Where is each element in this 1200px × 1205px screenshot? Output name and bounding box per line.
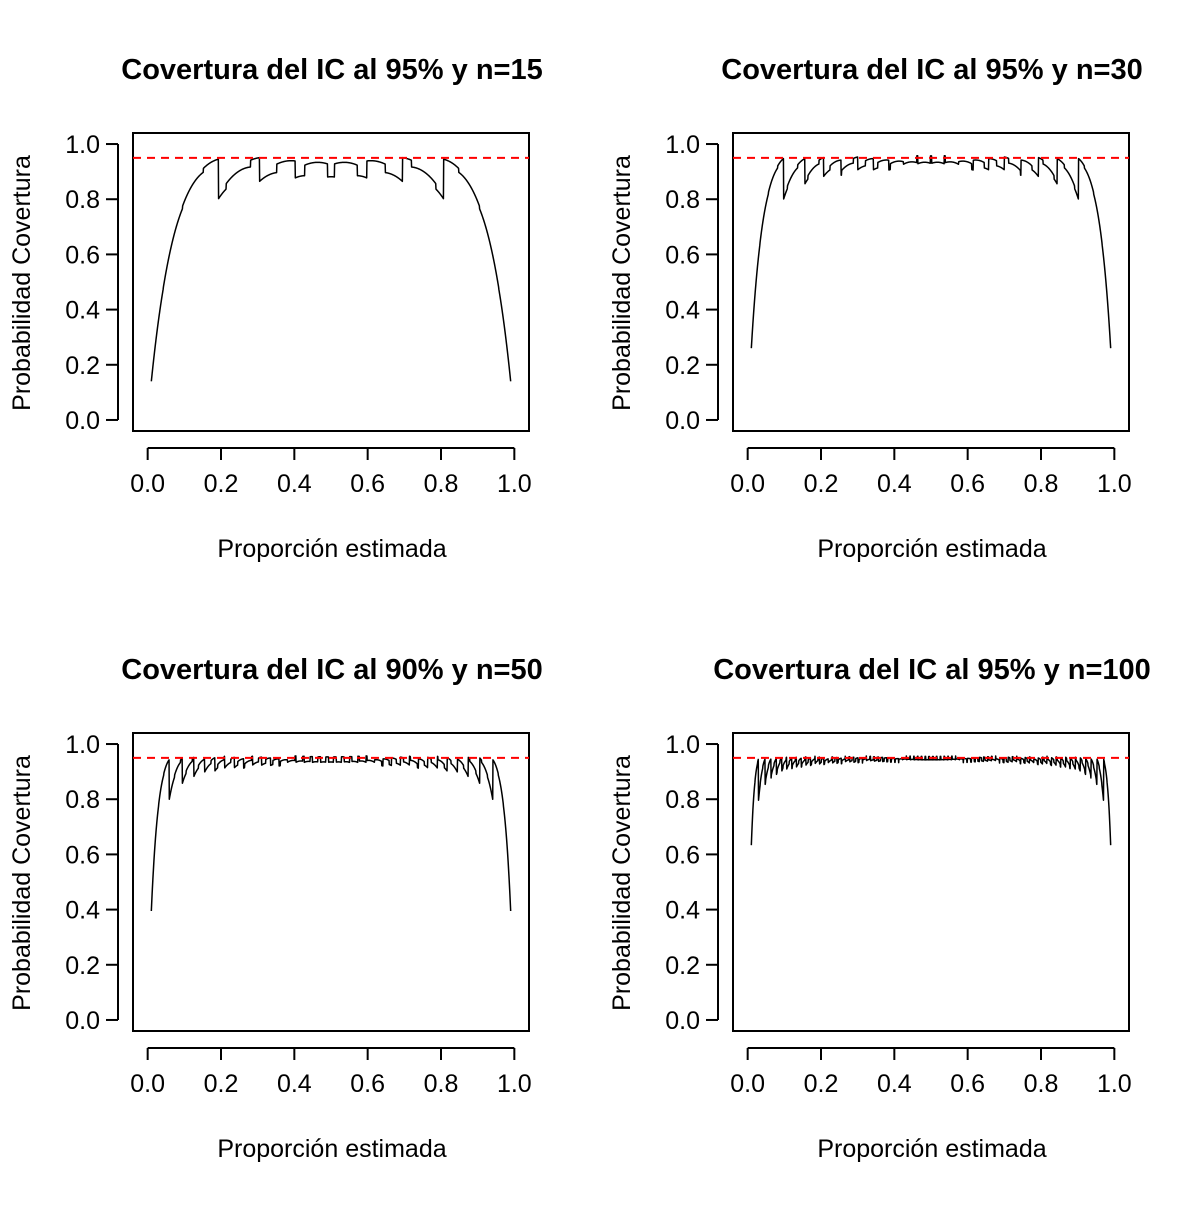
panel-2-ylabel: Probabilidad Covertura [608, 155, 636, 411]
panel-4-x-tick-label: 0.0 [730, 1070, 765, 1098]
panel-2-x-tick-label: 0.6 [950, 470, 985, 498]
panel-2-x-tick-label: 0.8 [1024, 470, 1059, 498]
panel-1-y-tick-label: 0.0 [65, 407, 100, 435]
panel-3-x-tick-label: 0.4 [277, 1070, 312, 1098]
panel-3-y-tick-label: 0.2 [65, 952, 100, 980]
panel-1-title: Covertura del IC al 95% y n=15 [121, 54, 543, 86]
panel-1-x-tick-label: 0.4 [277, 470, 312, 498]
panel-2-x-tick-label: 0.2 [804, 470, 839, 498]
panel-4-x-tick-label: 0.6 [950, 1070, 985, 1098]
panel-4-x-tick-label: 0.8 [1024, 1070, 1059, 1098]
panel-1-x-tick-label: 0.2 [204, 470, 239, 498]
panel-3-x-tick-label: 1.0 [497, 1070, 532, 1098]
panel-3-title: Covertura del IC al 90% y n=50 [121, 654, 543, 686]
panel-4-plot-box [732, 732, 1130, 1032]
panel-1-plot-box [132, 132, 530, 432]
panel-3-y-tick-label: 1.0 [65, 731, 100, 759]
panel-1-coverage-line [150, 156, 512, 382]
panel-4-ylabel: Probabilidad Covertura [608, 755, 636, 1011]
panel-1-x-tick-label: 1.0 [497, 470, 532, 498]
panel-4-y-tick-label: 0.2 [665, 952, 700, 980]
panel-2-y-tick-label: 0.4 [665, 297, 700, 325]
panel-3-x-tick-label: 0.6 [350, 1070, 385, 1098]
panel-4-xlabel: Proporción estimada [817, 1135, 1046, 1163]
panel-3-x-tick-label: 0.8 [424, 1070, 459, 1098]
panel-4-title: Covertura del IC al 95% y n=100 [713, 654, 1151, 686]
panel-3-y-tick-label: 0.0 [65, 1007, 100, 1035]
panel-1-x-tick-label: 0.0 [130, 470, 165, 498]
panel-3-ylabel: Probabilidad Covertura [8, 755, 36, 1011]
panel-3-y-tick-label: 0.8 [65, 786, 100, 814]
panel-3: Covertura del IC al 90% y n=50 Proporció… [8, 654, 543, 1163]
panel-1-y-tick-label: 1.0 [65, 131, 100, 159]
panel-2-x-tick-label: 0.4 [877, 470, 912, 498]
panel-1-y-tick-label: 0.8 [65, 186, 100, 214]
panel-4: Covertura del IC al 95% y n=100 Proporci… [608, 654, 1151, 1163]
panel-3-plot-box [132, 732, 530, 1032]
panel-1-x-tick-label: 0.8 [424, 470, 459, 498]
panel-1-y-tick-label: 0.6 [65, 241, 100, 269]
panel-4-x-tick-label: 1.0 [1097, 1070, 1132, 1098]
panel-4-x-tick-label: 0.2 [804, 1070, 839, 1098]
panel-4-y-tick-label: 0.0 [665, 1007, 700, 1035]
panel-1-x-tick-label: 0.6 [350, 470, 385, 498]
panel-2-y-tick-label: 0.6 [665, 241, 700, 269]
panel-3-coverage-line [150, 755, 512, 912]
panel-4-y-tick-label: 0.8 [665, 786, 700, 814]
panel-2-title: Covertura del IC al 95% y n=30 [721, 54, 1143, 86]
panel-4-coverage-line [750, 755, 1112, 846]
panel-4-y-tick-label: 0.4 [665, 897, 700, 925]
panel-2-y-tick-label: 1.0 [665, 131, 700, 159]
panel-2-x-tick-label: 0.0 [730, 470, 765, 498]
panel-4-y-tick-label: 0.6 [665, 841, 700, 869]
panel-2-x-tick-label: 1.0 [1097, 470, 1132, 498]
panel-2-y-tick-label: 0.0 [665, 407, 700, 435]
panel-4-y-tick-label: 1.0 [665, 731, 700, 759]
panel-1-y-tick-label: 0.2 [65, 352, 100, 380]
panel-4-x-tick-label: 0.4 [877, 1070, 912, 1098]
panel-2: Covertura del IC al 95% y n=30 Proporció… [608, 54, 1143, 563]
panel-3-x-tick-label: 0.0 [130, 1070, 165, 1098]
panel-1-ylabel: Probabilidad Covertura [8, 155, 36, 411]
panel-3-y-tick-label: 0.6 [65, 841, 100, 869]
panel-2-plot-box [732, 132, 1130, 432]
panel-3-y-tick-label: 0.4 [65, 897, 100, 925]
panel-3-x-tick-label: 0.2 [204, 1070, 239, 1098]
panel-1-xlabel: Proporción estimada [217, 535, 446, 563]
panel-3-xlabel: Proporción estimada [217, 1135, 446, 1163]
panel-1-y-tick-label: 0.4 [65, 297, 100, 325]
panel-2-y-tick-label: 0.2 [665, 352, 700, 380]
panel-2-xlabel: Proporción estimada [817, 535, 1046, 563]
panel-2-coverage-line [750, 154, 1112, 349]
panel-1: Covertura del IC al 95% y n=15 Proporció… [8, 54, 543, 563]
panel-2-y-tick-label: 0.8 [665, 186, 700, 214]
